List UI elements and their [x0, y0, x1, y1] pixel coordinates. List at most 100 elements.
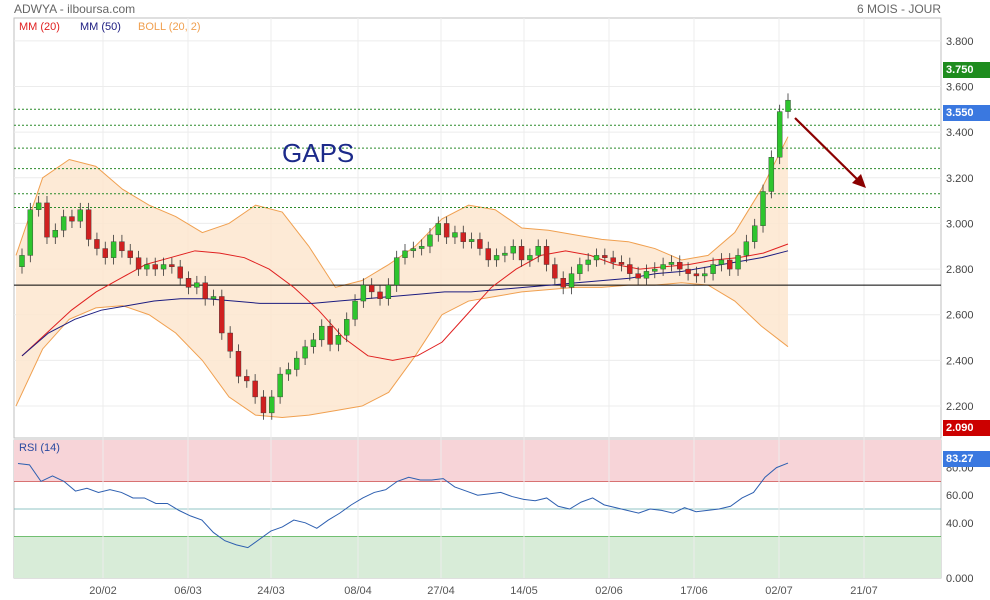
y-tick-label: 2.800	[946, 264, 974, 276]
candle	[710, 264, 716, 274]
x-tick-label: 24/03	[257, 585, 285, 597]
candle	[144, 264, 150, 270]
candle	[235, 351, 242, 377]
x-tick-label: 02/06	[595, 585, 623, 597]
legend-mm20: MM (20)	[19, 21, 60, 33]
y-tick-label: 3.800	[946, 36, 974, 48]
candle	[110, 241, 117, 258]
x-tick-label: 06/03	[174, 585, 202, 597]
candle	[685, 268, 691, 274]
badge-last: 3.550	[943, 105, 990, 121]
gaps-annotation: GAPS	[282, 138, 355, 168]
candle	[627, 264, 633, 274]
candle	[535, 246, 541, 256]
badge-low: 2.090	[943, 420, 990, 436]
candle	[560, 278, 566, 288]
badge-high: 3.750	[943, 62, 990, 78]
candle	[327, 325, 333, 345]
candle	[635, 273, 641, 279]
y-tick-label: 2.600	[946, 310, 974, 322]
candle	[677, 262, 683, 270]
candle	[493, 255, 500, 261]
candle	[52, 230, 59, 238]
candle	[610, 257, 616, 263]
ma50-line	[21, 250, 789, 357]
candle	[552, 264, 558, 279]
y-tick-label: 3.000	[946, 218, 974, 230]
candle	[385, 284, 392, 299]
y-tick-label: 2.400	[946, 355, 974, 367]
candle	[310, 339, 317, 347]
candle	[210, 296, 217, 299]
candle	[693, 273, 700, 277]
candle	[160, 264, 167, 270]
rsi-label: RSI (14)	[19, 442, 60, 454]
candle	[102, 248, 108, 258]
candle	[427, 234, 433, 247]
candle	[660, 264, 666, 270]
candle	[368, 284, 375, 293]
x-tick-label: 17/06	[680, 585, 708, 597]
candle	[194, 282, 200, 288]
badge-rsi: 83.27	[943, 451, 990, 467]
x-tick-label: 02/07	[765, 585, 793, 597]
candle	[360, 284, 367, 302]
candle	[751, 225, 758, 242]
candle	[735, 255, 741, 270]
candle	[35, 202, 42, 210]
candle	[602, 255, 608, 258]
candle	[760, 191, 766, 226]
candle	[468, 239, 475, 242]
candle	[435, 223, 442, 236]
candle	[77, 209, 83, 222]
candle	[119, 241, 125, 252]
period-label[interactable]: 6 MOIS - JOUR	[857, 2, 942, 16]
candle	[185, 278, 192, 288]
candle	[127, 250, 133, 258]
bollinger-upper	[15, 136, 789, 288]
candle	[344, 319, 350, 336]
rsi-tick-label: 60.00	[946, 490, 974, 502]
rsi-tick-label: 40.00	[946, 518, 974, 530]
candle	[518, 246, 525, 261]
candle	[335, 335, 342, 345]
candle	[244, 376, 250, 382]
x-tick-label: 20/02	[89, 585, 117, 597]
candle	[618, 262, 625, 265]
y-tick-label: 3.200	[946, 173, 974, 185]
candle	[294, 357, 300, 370]
candle	[202, 282, 208, 299]
candle	[60, 216, 67, 231]
candle	[593, 255, 600, 261]
candle	[418, 246, 425, 249]
legend-mm50: MM (50)	[80, 21, 121, 33]
candle	[227, 332, 233, 352]
candle	[152, 264, 158, 270]
candle	[94, 239, 100, 249]
x-tick-label: 27/04	[427, 585, 455, 597]
gap-arrow-shaft	[794, 117, 863, 185]
candle	[643, 271, 650, 279]
candle	[452, 232, 458, 238]
candle	[19, 255, 25, 268]
candle	[510, 246, 516, 254]
candle	[85, 209, 92, 240]
y-tick-label: 3.600	[946, 81, 974, 93]
candle	[702, 273, 708, 277]
x-tick-label: 08/04	[344, 585, 372, 597]
bollinger-fill	[16, 136, 788, 418]
candle	[543, 246, 550, 265]
candle	[668, 262, 675, 265]
candle	[577, 264, 583, 274]
rsi-overbought-zone	[14, 440, 941, 482]
candle	[69, 216, 75, 222]
candle	[135, 257, 142, 270]
candle	[785, 99, 791, 112]
candle	[319, 325, 325, 341]
candle	[485, 248, 491, 261]
candle	[443, 223, 450, 238]
candle	[585, 259, 591, 265]
candle	[352, 300, 358, 320]
gap-arrow-head	[852, 174, 866, 188]
